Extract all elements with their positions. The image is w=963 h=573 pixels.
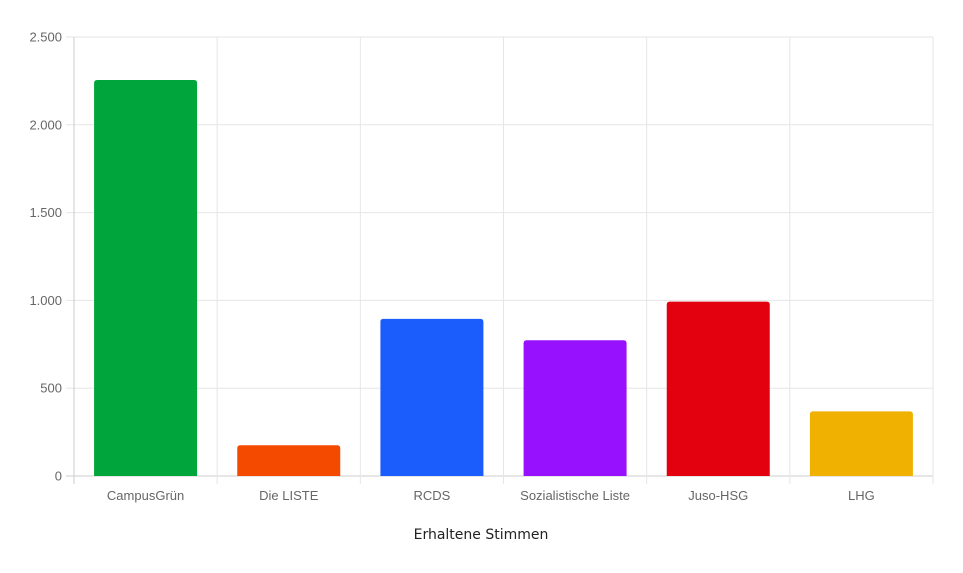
bar-die-liste[interactable]	[237, 445, 341, 476]
y-tick-label: 0	[55, 469, 62, 484]
y-tick-label: 1.500	[29, 205, 62, 220]
bar-sozialistische-liste[interactable]	[523, 340, 627, 476]
x-axis-tick-labels: CampusGrün Die LISTE RCDS Sozialistische Li…	[107, 488, 875, 503]
bar-rcds[interactable]	[380, 318, 484, 476]
x-tick-label: Juso-HSG	[688, 488, 748, 503]
x-tick-label: Sozialistische Liste	[520, 488, 630, 503]
bars	[94, 80, 913, 476]
x-tick-label: LHG	[848, 488, 875, 503]
y-tick-label: 500	[40, 381, 62, 396]
bar-lhg[interactable]	[809, 411, 913, 476]
x-tick-label: Die LISTE	[259, 488, 319, 503]
grid-lines	[66, 36, 934, 484]
x-axis-title: Erhaltene Stimmen	[414, 527, 549, 543]
y-axis-tick-labels: 0 500 1.000 1.500 2.000 2.500	[29, 30, 62, 484]
x-tick-label: RCDS	[413, 488, 450, 503]
y-tick-label: 2.000	[29, 117, 62, 132]
bar-campusgrün[interactable]	[94, 80, 198, 476]
y-tick-label: 2.500	[29, 30, 62, 45]
y-tick-label: 1.000	[29, 293, 62, 308]
bar-juso-hsg[interactable]	[666, 301, 770, 476]
x-tick-label: CampusGrün	[107, 488, 184, 503]
